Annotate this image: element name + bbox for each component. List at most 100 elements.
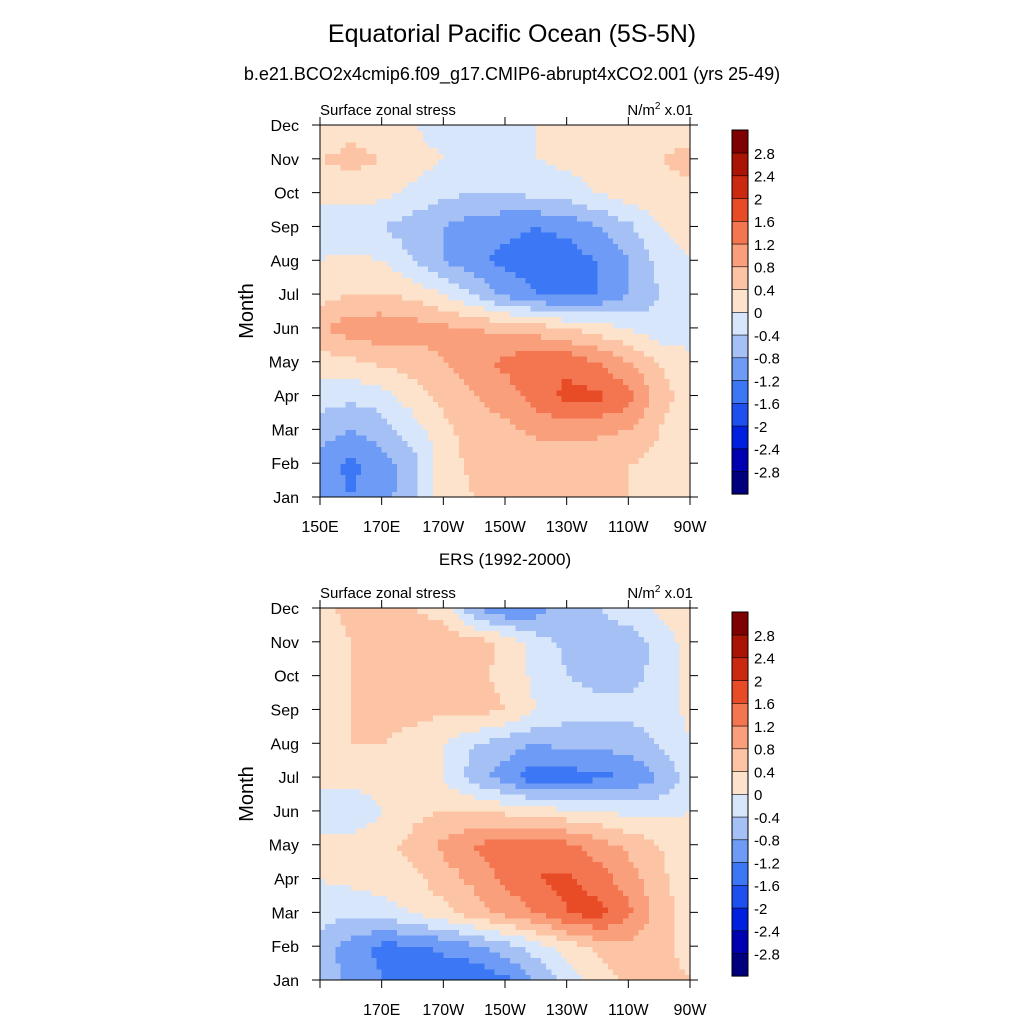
heatmap-cell <box>643 260 650 267</box>
heatmap-cell <box>628 401 635 408</box>
colorbar-label: -0.4 <box>754 328 780 345</box>
heatmap-cell <box>515 249 522 256</box>
heatmap-cell <box>540 147 547 154</box>
heatmap-cell <box>376 232 383 239</box>
heatmap-cell <box>684 395 691 402</box>
heatmap-cell <box>643 311 650 318</box>
heatmap-cell <box>402 237 408 244</box>
heatmap-cell <box>587 203 593 211</box>
heatmap-cell <box>458 485 465 492</box>
heatmap-cell <box>469 153 475 160</box>
heatmap-cell <box>391 164 398 171</box>
heatmap-cell <box>674 158 681 166</box>
heatmap-cell <box>525 164 532 171</box>
heatmap-cell <box>438 164 444 171</box>
heatmap-cell <box>628 192 635 199</box>
heatmap-cell <box>556 254 563 261</box>
heatmap-cell <box>597 406 604 414</box>
heatmap-cell <box>592 418 599 425</box>
heatmap-cell <box>612 175 619 182</box>
heatmap-cell <box>453 446 460 453</box>
heatmap-cell <box>448 181 455 188</box>
heatmap-cell <box>453 316 460 323</box>
heatmap-cell <box>340 333 347 340</box>
heatmap-cell <box>345 125 352 132</box>
heatmap-cell <box>366 237 372 244</box>
colorbar-box <box>731 402 749 427</box>
heatmap-cell <box>633 344 640 352</box>
heatmap-cell <box>443 440 450 447</box>
heatmap-cell <box>643 440 650 447</box>
heatmap-cell <box>530 333 537 340</box>
heatmap-cell <box>674 333 681 340</box>
heatmap-cell <box>371 435 378 442</box>
heatmap-cell <box>679 446 686 453</box>
heatmap-cell <box>597 192 604 199</box>
heatmap-cell <box>654 389 660 397</box>
heatmap-cell <box>602 412 609 419</box>
heatmap-cell <box>520 125 527 132</box>
heatmap-cell <box>484 367 491 374</box>
heatmap-cell <box>417 294 424 301</box>
heatmap-cell <box>612 294 619 301</box>
heatmap-cell <box>505 215 511 222</box>
heatmap-cell <box>540 339 547 346</box>
heatmap-cell <box>335 327 342 335</box>
heatmap-cell <box>515 361 522 368</box>
heatmap-cell <box>381 406 388 414</box>
heatmap-cell <box>371 175 378 182</box>
heatmap-cell <box>397 446 403 453</box>
heatmap-cell <box>628 491 635 498</box>
heatmap-cell <box>402 198 408 205</box>
heatmap-cell <box>674 361 681 368</box>
heatmap-cell <box>551 446 557 453</box>
heatmap-cell <box>340 147 347 154</box>
heatmap-cell <box>684 451 691 459</box>
heatmap-cell <box>525 322 532 329</box>
heatmap-cell <box>576 136 583 143</box>
heatmap-cell <box>515 277 522 284</box>
heatmap-cell <box>633 158 640 166</box>
heatmap-cell <box>556 395 563 402</box>
heatmap-cell <box>381 209 388 216</box>
heatmap-cell <box>463 130 470 137</box>
heatmap-cell <box>463 429 470 436</box>
heatmap-cell <box>474 412 480 419</box>
heatmap-cell <box>510 316 516 323</box>
heatmap-cell <box>469 322 475 329</box>
heatmap-cell <box>484 215 491 222</box>
heatmap-cell <box>535 350 542 357</box>
heatmap-cell <box>659 164 665 171</box>
heatmap-cell <box>566 198 573 205</box>
heatmap-cell <box>320 457 326 464</box>
heatmap-cell <box>397 485 403 492</box>
heatmap-cell <box>438 327 444 335</box>
heatmap-cell <box>525 339 532 346</box>
heatmap-cell <box>597 395 604 402</box>
heatmap-cell <box>355 480 362 487</box>
heatmap-cell <box>535 463 542 470</box>
heatmap-cell <box>612 327 619 335</box>
heatmap-cell <box>525 384 532 391</box>
heatmap-cell <box>654 187 660 194</box>
heatmap-cell <box>469 226 475 233</box>
heatmap-cell <box>638 389 645 397</box>
heatmap-cell <box>443 446 450 453</box>
heatmap-cell <box>530 423 537 430</box>
heatmap-cell <box>340 435 347 442</box>
heatmap-cell <box>371 957 378 964</box>
heatmap-cell <box>525 288 532 295</box>
heatmap-cell <box>597 389 604 397</box>
heatmap-cell <box>623 170 629 177</box>
heatmap-cell <box>648 175 655 182</box>
heatmap-cell <box>448 480 455 487</box>
heatmap-cell <box>515 468 522 476</box>
heatmap-cell <box>335 406 342 414</box>
heatmap-cell <box>320 288 326 295</box>
heatmap-cell <box>381 175 388 182</box>
heatmap-cell <box>684 361 691 368</box>
heatmap-cell <box>561 232 568 239</box>
heatmap-cell <box>371 968 378 975</box>
heatmap-cell <box>540 254 547 261</box>
colorbar-label: 0 <box>754 305 762 322</box>
